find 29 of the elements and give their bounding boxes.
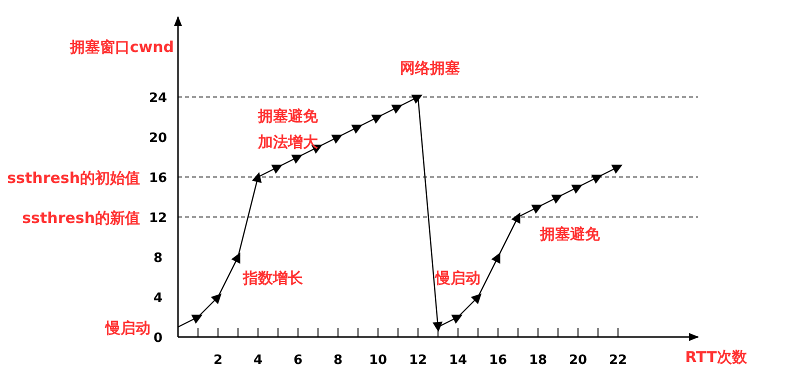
y-tick-label: 20 (148, 131, 168, 146)
x-tick-label: 6 (293, 353, 303, 368)
x-axis-title: RTT次数 (685, 348, 748, 366)
x-tick-label: 4 (253, 353, 263, 368)
y-tick-label: 16 (148, 171, 168, 186)
x-tick-label: 14 (448, 353, 468, 368)
y-tick-label: 4 (153, 291, 163, 306)
x-tick-label: 16 (488, 353, 508, 368)
x-tick-label: 18 (528, 353, 548, 368)
annotation: 慢启动 (434, 269, 480, 287)
x-tick-label: 10 (368, 353, 388, 368)
ref-line-label: ssthresh的初始值 (7, 169, 140, 187)
annotation: 指数增长 (242, 269, 304, 287)
x-tick-label: 22 (608, 353, 628, 368)
y-tick-label: 8 (153, 251, 163, 266)
annotation: 拥塞避免 (257, 107, 319, 125)
y-tick-label: 24 (148, 91, 168, 106)
x-tick-label: 20 (568, 353, 588, 368)
annotation: 拥塞避免 (539, 225, 601, 243)
annotation: 加法增大 (257, 133, 319, 151)
x-tick-label: 12 (408, 353, 428, 368)
annotation: 网络拥塞 (400, 59, 460, 77)
ref-line-label: ssthresh的新值 (22, 209, 140, 227)
y-tick-label: 0 (153, 331, 163, 346)
x-tick-label: 2 (213, 353, 223, 368)
text: 慢启动 (104, 319, 150, 337)
y-tick-label: 12 (148, 211, 168, 226)
y-axis-title: 拥塞窗口cwnd (68, 38, 174, 56)
x-tick-label: 8 (333, 353, 343, 368)
